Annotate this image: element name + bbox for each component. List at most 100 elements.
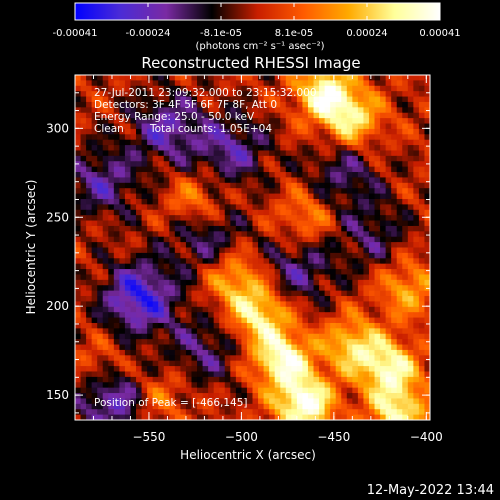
- heatmap-cell: [224, 317, 231, 324]
- heatmap-cell: [124, 252, 131, 259]
- heatmap-cell: [396, 312, 403, 318]
- heatmap-cell: [380, 123, 387, 130]
- heatmap-cell: [363, 333, 370, 340]
- heatmap-cell: [313, 306, 320, 313]
- heatmap-cell: [113, 301, 120, 308]
- heatmap-cell: [424, 398, 431, 405]
- heatmap-cell: [307, 301, 314, 308]
- heatmap-cell: [418, 112, 425, 119]
- heatmap-cell: [213, 274, 220, 281]
- heatmap-cell: [396, 172, 403, 178]
- heatmap-cell: [80, 371, 87, 378]
- heatmap-cell: [335, 101, 342, 108]
- heatmap-cell: [213, 80, 220, 87]
- heatmap-cell: [163, 317, 170, 324]
- heatmap-cell: [86, 398, 93, 405]
- heatmap-cell: [102, 322, 109, 329]
- heatmap-cell: [102, 376, 109, 383]
- heatmap-cell: [424, 301, 431, 308]
- heatmap-cell: [391, 328, 398, 335]
- heatmap-cell: [113, 317, 120, 324]
- heatmap-cell: [80, 145, 87, 151]
- heatmap-cell: [91, 414, 98, 421]
- heatmap-cell: [418, 123, 425, 130]
- heatmap-cell: [230, 279, 237, 286]
- heatmap-cell: [130, 339, 137, 345]
- heatmap-cell: [307, 360, 314, 367]
- heatmap-cell: [285, 134, 292, 141]
- heatmap-cell: [424, 128, 431, 135]
- heatmap-cell: [108, 263, 115, 270]
- heatmap-cell: [391, 285, 398, 292]
- heatmap-cell: [169, 252, 176, 259]
- heatmap-cell: [352, 107, 359, 114]
- heatmap-cell: [163, 172, 170, 178]
- heatmap-cell: [346, 258, 353, 265]
- heatmap-cell: [357, 172, 364, 178]
- heatmap-cell: [374, 349, 381, 356]
- heatmap-cell: [319, 101, 326, 108]
- heatmap-cell: [80, 344, 87, 351]
- heatmap-cell: [75, 188, 81, 194]
- heatmap-cell: [258, 296, 264, 302]
- heatmap-cell: [213, 344, 220, 351]
- heatmap-cell: [274, 263, 281, 270]
- heatmap-cell: [246, 263, 253, 270]
- heatmap-cell: [291, 296, 298, 302]
- heatmap-cell: [302, 360, 309, 367]
- heatmap-cell: [368, 339, 375, 345]
- heatmap-cell: [324, 91, 331, 97]
- heatmap-cell: [291, 398, 298, 405]
- heatmap-cell: [380, 161, 387, 168]
- heatmap-cell: [102, 166, 109, 173]
- heatmap-cell: [391, 193, 398, 200]
- heatmap-cell: [313, 204, 320, 211]
- heatmap-cell: [296, 188, 303, 194]
- heatmap-cell: [130, 155, 137, 162]
- heatmap-cell: [152, 387, 159, 394]
- heatmap-cell: [291, 193, 298, 200]
- heatmap-cell: [285, 198, 292, 205]
- heatmap-cell: [341, 247, 348, 254]
- heatmap-cell: [202, 112, 209, 119]
- heatmap-cell: [413, 215, 420, 221]
- heatmap-cell: [113, 204, 120, 211]
- heatmap-cell: [136, 263, 142, 270]
- heatmap-cell: [341, 172, 348, 178]
- heatmap-cell: [352, 403, 359, 410]
- heatmap-cell: [418, 236, 425, 243]
- heatmap-cell: [113, 188, 120, 194]
- heatmap-cell: [302, 333, 309, 340]
- heatmap-cell: [180, 344, 187, 351]
- heatmap-cell: [396, 75, 403, 81]
- heatmap-cell: [296, 393, 303, 399]
- heatmap-cell: [97, 398, 104, 405]
- heatmap-cell: [413, 220, 420, 227]
- heatmap-cell: [163, 193, 170, 200]
- heatmap-cell: [230, 80, 237, 87]
- heatmap-cell: [113, 376, 120, 383]
- heatmap-cell: [341, 263, 348, 270]
- heatmap-cell: [291, 306, 298, 313]
- heatmap-cell: [291, 403, 298, 410]
- heatmap-cell: [80, 80, 87, 87]
- heatmap-cell: [191, 306, 198, 313]
- heatmap-cell: [108, 296, 115, 302]
- heatmap-cell: [246, 91, 253, 97]
- heatmap-cell: [341, 349, 348, 356]
- heatmap-cell: [124, 290, 131, 297]
- heatmap-cell: [185, 118, 192, 124]
- heatmap-cell: [335, 333, 342, 340]
- heatmap-cell: [97, 161, 104, 168]
- heatmap-cell: [185, 279, 192, 286]
- heatmap-cell: [169, 322, 176, 329]
- heatmap-cell: [258, 123, 264, 130]
- heatmap-cell: [319, 118, 326, 124]
- heatmap-cell: [180, 220, 187, 227]
- heatmap-cell: [269, 247, 276, 254]
- heatmap-cell: [230, 296, 237, 302]
- heatmap-cell: [197, 85, 203, 92]
- heatmap-cell: [202, 220, 209, 227]
- heatmap-cell: [380, 333, 387, 340]
- heatmap-cell: [113, 182, 120, 189]
